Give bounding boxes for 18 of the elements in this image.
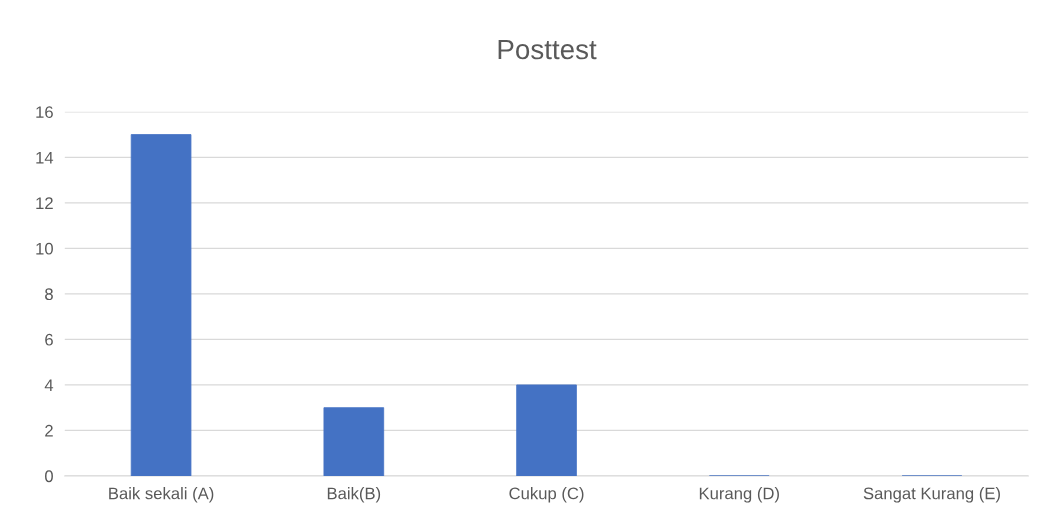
x-tick-label: Baik(B) [327, 487, 381, 503]
y-tick-label: 2 [45, 424, 53, 437]
y-tick-label: 0 [45, 470, 53, 483]
x-tick-label: Cukup (C) [509, 487, 584, 503]
x-tick-label: Baik sekali (A) [109, 487, 214, 503]
x-tick-label: Sangat Kurang (E) [863, 487, 1000, 503]
x-tick-label: Kurang (D) [699, 487, 779, 503]
y-tick-label: 6 [45, 333, 53, 346]
y-tick-label: 14 [36, 151, 54, 164]
bar [323, 407, 385, 476]
y-tick-label: 16 [36, 106, 53, 119]
y-tick-label: 4 [44, 379, 54, 391]
bar [130, 134, 192, 476]
y-tick-label: 8 [45, 288, 53, 301]
y-tick-label: 10 [36, 242, 53, 255]
bar [516, 384, 577, 476]
chart-title: Posttest [498, 39, 597, 60]
y-tick-label: 12 [36, 197, 53, 209]
